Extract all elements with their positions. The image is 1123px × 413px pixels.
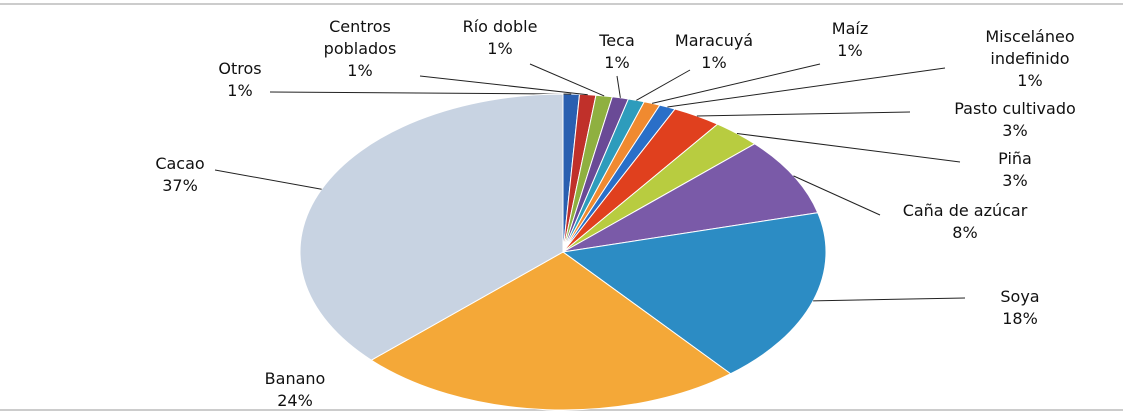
category-label: Piña [998, 149, 1032, 168]
category-label: Centros poblados [323, 17, 397, 58]
category-label: Pasto cultivado [954, 99, 1076, 118]
value-label: 1% [604, 53, 630, 72]
category-label: Soya [1000, 287, 1040, 306]
pie-slice [370, 251, 732, 411]
category-label: Teca [599, 31, 635, 50]
value-label: 37% [162, 176, 198, 195]
slice-label: Río doble 1% [463, 16, 538, 60]
slice-label: Otros 1% [218, 58, 261, 102]
leader-line [667, 67, 946, 108]
slice-label: Maracuyá 1% [675, 30, 753, 74]
leader-line [214, 169, 322, 190]
category-label: Río doble [462, 17, 538, 36]
slice-label: Cacao 37% [155, 153, 204, 197]
leader-line [529, 63, 605, 97]
pie-slice [562, 143, 819, 253]
value-label: 1% [837, 41, 863, 60]
slice-label: Misceláneo indefinido 1% [955, 26, 1105, 92]
pie-slice [561, 212, 827, 375]
value-label: 8% [952, 223, 978, 242]
slice-label: Pasto cultivado 3% [954, 98, 1076, 142]
value-label: 24% [277, 391, 313, 410]
pie-slice [299, 93, 564, 361]
value-label: 1% [347, 61, 373, 80]
leader-line [793, 175, 881, 216]
slice-label: Caña de azúcar 8% [903, 200, 1028, 244]
value-label: 1% [487, 39, 513, 58]
value-label: 1% [701, 53, 727, 72]
slice-label: Centros poblados 1% [300, 16, 420, 82]
slice-label: Soya 18% [1000, 286, 1039, 330]
leader-line [696, 111, 911, 117]
category-label: Otros [218, 59, 262, 78]
category-label: Banano [264, 369, 326, 388]
value-label: 1% [1017, 71, 1043, 90]
category-label: Misceláneo indefinido [985, 27, 1075, 68]
category-label: Maíz [831, 19, 869, 38]
value-label: 18% [1002, 309, 1038, 328]
slice-label: Piña 3% [998, 148, 1032, 192]
category-label: Cacao [155, 154, 205, 173]
category-label: Caña de azúcar [902, 201, 1028, 220]
slice-label: Banano 24% [265, 368, 326, 412]
value-label: 3% [1002, 121, 1028, 140]
leader-line [651, 63, 821, 104]
leader-line [269, 91, 572, 95]
leader-line [616, 75, 621, 98]
category-label: Maracuyá [674, 31, 754, 50]
leader-line [813, 297, 966, 302]
leader-line [636, 69, 691, 101]
slice-label: Maíz 1% [832, 18, 868, 62]
slice-label: Teca 1% [599, 30, 635, 74]
leader-line [736, 132, 961, 163]
leader-line [419, 75, 588, 96]
value-label: 1% [227, 81, 253, 100]
value-label: 3% [1002, 171, 1028, 190]
